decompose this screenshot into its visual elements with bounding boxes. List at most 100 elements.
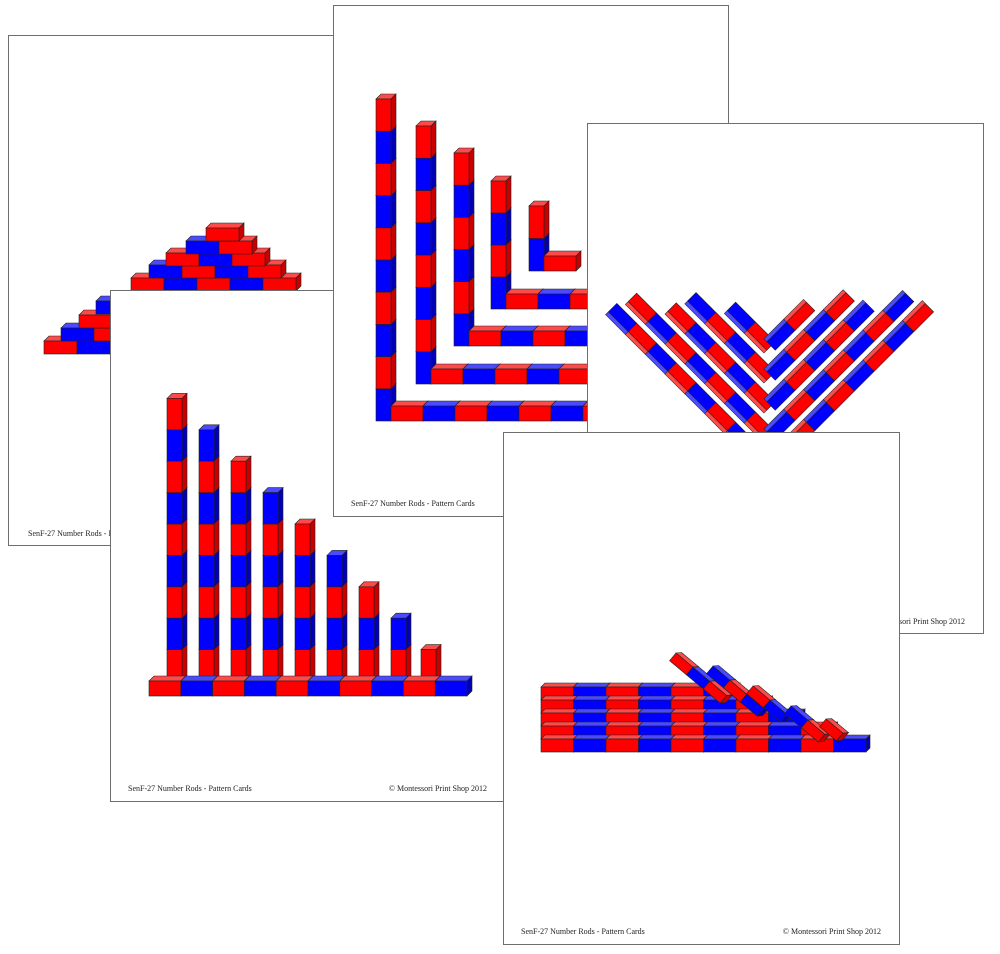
unit-front-face (358, 586, 375, 619)
rod-unit-blue (415, 281, 437, 321)
unit-side-face (390, 125, 397, 165)
card-caption-right: © Montessori Print Shop 2012 (782, 927, 881, 936)
unit-front-face (415, 319, 432, 353)
unit-front-face (453, 313, 470, 347)
rod-unit-blue (230, 612, 252, 651)
unit-side-face (390, 157, 397, 197)
unit-top-face (882, 289, 906, 314)
unit-top-face (637, 695, 676, 701)
rod-unit-blue (262, 612, 284, 651)
leaning-rod (746, 685, 794, 723)
unit-front-face (339, 680, 372, 697)
rod-right-arm (763, 299, 875, 411)
unit-front-face (307, 680, 341, 697)
unit-front-face (735, 738, 769, 753)
unit-side-face (181, 392, 188, 431)
unit-front-face (244, 680, 277, 697)
unit-front-face (500, 330, 534, 347)
rod-unit-blue (375, 254, 397, 293)
unit-top-face (624, 301, 649, 325)
unit-top-face (540, 682, 579, 688)
unit-top-face (494, 363, 533, 370)
unit-side-face (468, 147, 475, 186)
unit-front-face (415, 286, 432, 320)
rod-unit-red (415, 249, 437, 288)
unit-front-face (218, 240, 253, 255)
unit-side-face (213, 424, 220, 462)
rod-unit-red (518, 400, 557, 422)
unit-top-face (422, 400, 461, 407)
unit-front-face (490, 276, 507, 310)
unit-top-face (505, 288, 544, 295)
stacked-and-leaning-drawing (540, 652, 871, 753)
rod-left-arm (723, 301, 776, 354)
unit-front-face (528, 205, 545, 239)
unit-front-face (375, 163, 392, 196)
unit-side-face (213, 643, 220, 682)
unit-top-face (637, 721, 676, 727)
rod-unit-blue (166, 424, 188, 462)
unit-front-face (605, 738, 639, 753)
unit-top-face (702, 721, 741, 727)
unit-top-face (767, 734, 806, 740)
rod-unit-red (453, 275, 475, 315)
rod-unit-red (211, 675, 251, 697)
rod-unit-red (453, 147, 475, 186)
unit-top-face (430, 363, 469, 370)
rod-unit-red (230, 455, 252, 494)
unit-front-face (230, 492, 247, 525)
rod-unit-red (375, 222, 397, 261)
rod-unit-blue (767, 734, 806, 753)
unit-side-face (245, 643, 252, 682)
rod-unit-blue (453, 243, 475, 283)
unit-front-face (166, 523, 183, 556)
leaning-rod (669, 652, 733, 704)
unit-front-face (148, 264, 183, 279)
unit-front-face (166, 460, 183, 493)
unit-side-face (277, 518, 284, 557)
unit-front-face (231, 252, 266, 267)
v-shape-drawing (605, 289, 935, 474)
rod-unit-red (819, 718, 850, 742)
rod-unit-red (148, 675, 187, 697)
unit-front-face (294, 555, 311, 588)
unit-top-face (664, 310, 688, 335)
rod-unit-red (358, 581, 380, 619)
unit-front-face (453, 184, 470, 218)
unit-top-face (468, 325, 507, 332)
unit-side-face (341, 549, 348, 588)
leaning-rod (819, 718, 850, 742)
unit-side-face (277, 612, 284, 651)
unit-front-face (294, 617, 311, 650)
unit-side-face (245, 549, 252, 588)
rod-unit-red (198, 643, 220, 682)
unit-front-face (468, 330, 502, 347)
unit-front-face (262, 586, 279, 619)
unit-front-face (540, 738, 574, 753)
unit-front-face (198, 252, 233, 267)
unit-top-face (275, 675, 314, 682)
rod-unit-blue (307, 675, 346, 697)
rod-unit-blue (326, 612, 348, 651)
unit-front-face (247, 264, 282, 279)
rod-unit-red (230, 643, 252, 682)
unit-top-face (434, 675, 473, 682)
unit-side-face (341, 643, 348, 682)
rod-unit-blue (526, 363, 565, 385)
unit-side-face (245, 486, 252, 525)
unit-top-face (550, 400, 589, 407)
unit-side-face (341, 612, 348, 651)
unit-side-face (390, 318, 397, 358)
rod-unit-red (490, 239, 512, 278)
unit-side-face (468, 211, 475, 251)
unit-top-face (148, 675, 187, 682)
unit-front-face (490, 212, 507, 246)
unit-side-face (373, 612, 380, 651)
unit-front-face (573, 738, 607, 753)
unit-top-face (605, 695, 644, 701)
unit-front-face (434, 680, 468, 697)
unit-top-face (902, 300, 926, 324)
rod-unit-red (166, 392, 188, 431)
unit-side-face (245, 581, 252, 619)
rod-unit-red (166, 581, 188, 619)
